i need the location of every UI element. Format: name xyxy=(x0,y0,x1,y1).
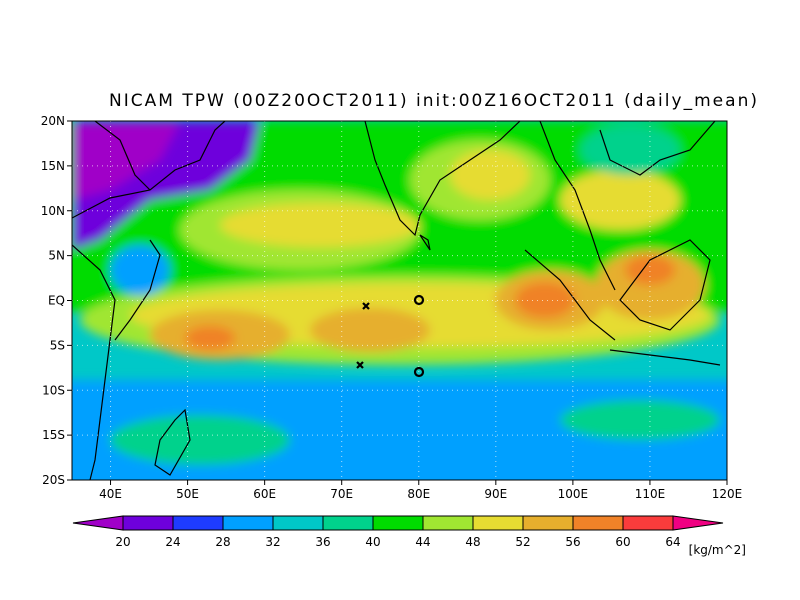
colorbar-label: 44 xyxy=(415,535,430,549)
x-tick-label: 50E xyxy=(176,487,199,501)
colorbar-high xyxy=(672,515,724,531)
colorbar-label: 32 xyxy=(265,535,280,549)
y-tick-label: EQ xyxy=(48,294,65,308)
x-tick-label: 80E xyxy=(407,487,430,501)
x-tick-label: 40E xyxy=(99,487,122,501)
y-tick-label: 5S xyxy=(50,338,65,352)
colorbar-box xyxy=(172,515,224,531)
markers xyxy=(356,294,425,378)
colorbar-label: 64 xyxy=(665,535,680,549)
axes: 40E 50E 60E 70E 80E 90E 100E 110E 120E 20N 15N 10N 5… xyxy=(41,114,743,501)
colorbar-label: 56 xyxy=(565,535,580,549)
colorbar-box xyxy=(322,515,374,531)
x-tick-label: 120E xyxy=(712,487,743,501)
colorbar-low xyxy=(72,515,124,531)
y-tick-label: 5N xyxy=(48,249,65,263)
colorbar-label: 60 xyxy=(615,535,630,549)
x-tick-label: 90E xyxy=(484,487,507,501)
colorbar-label: 20 xyxy=(115,535,130,549)
x-tick-label: 100E xyxy=(558,487,589,501)
colorbar-box xyxy=(422,515,474,531)
tpw-field xyxy=(72,121,727,480)
x-tick-label: 70E xyxy=(330,487,353,501)
colorbar-box xyxy=(272,515,324,531)
colorbar-box xyxy=(622,515,674,531)
colorbar-box xyxy=(122,515,174,531)
colorbar: 20 24 28 32 36 40 44 48 52 56 60 64 [kg/m^2] xyxy=(72,515,746,557)
x-tick-label: 110E xyxy=(635,487,666,501)
map-title: NICAM TPW (00Z20OCT2011) init:00Z16OCT20… xyxy=(109,91,757,111)
colorbar-label: 52 xyxy=(515,535,530,549)
colorbar-label: 36 xyxy=(315,535,330,549)
colorbar-label: 28 xyxy=(215,535,230,549)
y-tick-label: 10N xyxy=(41,204,65,218)
colorbar-label: 48 xyxy=(465,535,480,549)
x-tick-label: 60E xyxy=(253,487,276,501)
colorbar-label: 40 xyxy=(365,535,380,549)
colorbar-box xyxy=(372,515,424,531)
colorbar-box xyxy=(222,515,274,531)
y-tick-label: 10S xyxy=(42,383,65,397)
colorbar-unit: [kg/m^2] xyxy=(689,543,746,557)
y-tick-label: 15S xyxy=(42,428,65,442)
y-tick-label: 15N xyxy=(41,159,65,173)
grid xyxy=(72,121,727,480)
colorbar-label: 24 xyxy=(165,535,180,549)
colorbar-box xyxy=(522,515,574,531)
y-tick-label: 20S xyxy=(42,473,65,487)
colorbar-box xyxy=(472,515,524,531)
y-tick-label: 20N xyxy=(41,114,65,128)
colorbar-box xyxy=(572,515,624,531)
